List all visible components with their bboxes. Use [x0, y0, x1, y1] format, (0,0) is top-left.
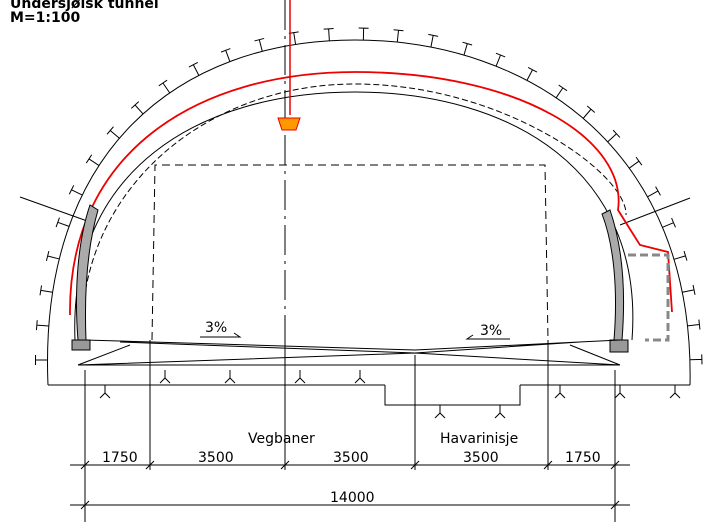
rock-tick — [555, 84, 568, 99]
zone-label: Vegbaner — [248, 431, 315, 447]
slope-label: 3% — [480, 323, 502, 339]
rock-tick — [99, 385, 111, 399]
rock-tick — [358, 27, 369, 41]
inner-contour — [74, 91, 634, 341]
title: Undersjøisk tunnel — [10, 0, 159, 12]
rock-tick — [607, 129, 621, 143]
dimension: 3500 — [333, 450, 369, 466]
rock-tick — [39, 285, 53, 296]
rock-tick — [647, 186, 661, 198]
rock-tick — [68, 185, 83, 196]
rock-tick — [323, 28, 334, 41]
dimension: 3500 — [198, 450, 234, 466]
rock-tick — [582, 105, 596, 119]
road-base — [77, 344, 621, 366]
rock-tick — [614, 385, 626, 399]
rock-tick — [188, 62, 200, 76]
rock-tick — [628, 156, 643, 169]
bolt — [619, 197, 691, 226]
rock-contour — [47, 39, 691, 386]
rock-tick — [494, 405, 506, 419]
rock-tick — [158, 79, 171, 94]
scale: M=1:100 — [10, 10, 80, 26]
red-membrane — [69, 71, 673, 316]
rock-tick — [495, 52, 506, 67]
membrane — [81, 83, 627, 336]
dimension-total: 14000 — [330, 490, 375, 506]
rock-tick — [682, 284, 696, 295]
rock-tick — [55, 217, 70, 228]
bolt — [19, 196, 91, 223]
rock-hatching — [34, 27, 703, 419]
dimension: 1750 — [565, 450, 601, 466]
panel-left — [76, 204, 99, 341]
rock-tick — [34, 354, 48, 365]
rock-tick — [224, 370, 236, 384]
rock-tick — [354, 370, 366, 384]
road-surface — [84, 339, 621, 354]
zone-label: Havarinisje — [440, 431, 518, 447]
rock-tick — [45, 251, 60, 262]
rock-tick — [434, 405, 446, 419]
drain-trench — [384, 385, 521, 406]
rock-tick — [294, 370, 306, 384]
slope-label: 3% — [205, 320, 227, 336]
panel-right — [601, 209, 624, 341]
rock-tick — [393, 29, 404, 43]
dimension: 3500 — [463, 450, 499, 466]
rock-tick — [687, 319, 701, 330]
rock-tick — [85, 154, 100, 166]
clearance-profile — [151, 164, 549, 341]
rock-tick — [662, 217, 676, 228]
slope-arrow — [200, 332, 242, 338]
slope-arrow — [465, 334, 510, 340]
rock-tick — [35, 320, 49, 331]
fan — [277, 117, 301, 131]
rock-tick — [689, 354, 703, 365]
rock-tick — [159, 370, 171, 384]
rock-tick — [220, 48, 231, 62]
rock-tick — [428, 33, 439, 48]
rock-tick — [669, 385, 681, 399]
rock-tick — [462, 41, 473, 56]
rock-tick — [106, 126, 120, 139]
cabinet — [628, 253, 670, 342]
rock-tick — [130, 101, 144, 115]
rock-tick — [254, 37, 265, 52]
kerb — [71, 339, 629, 353]
rock-tick — [526, 67, 538, 81]
rock-tick — [673, 250, 688, 261]
dimension: 1750 — [102, 450, 138, 466]
rock-tick — [554, 385, 566, 399]
dimension-lines — [70, 340, 630, 522]
